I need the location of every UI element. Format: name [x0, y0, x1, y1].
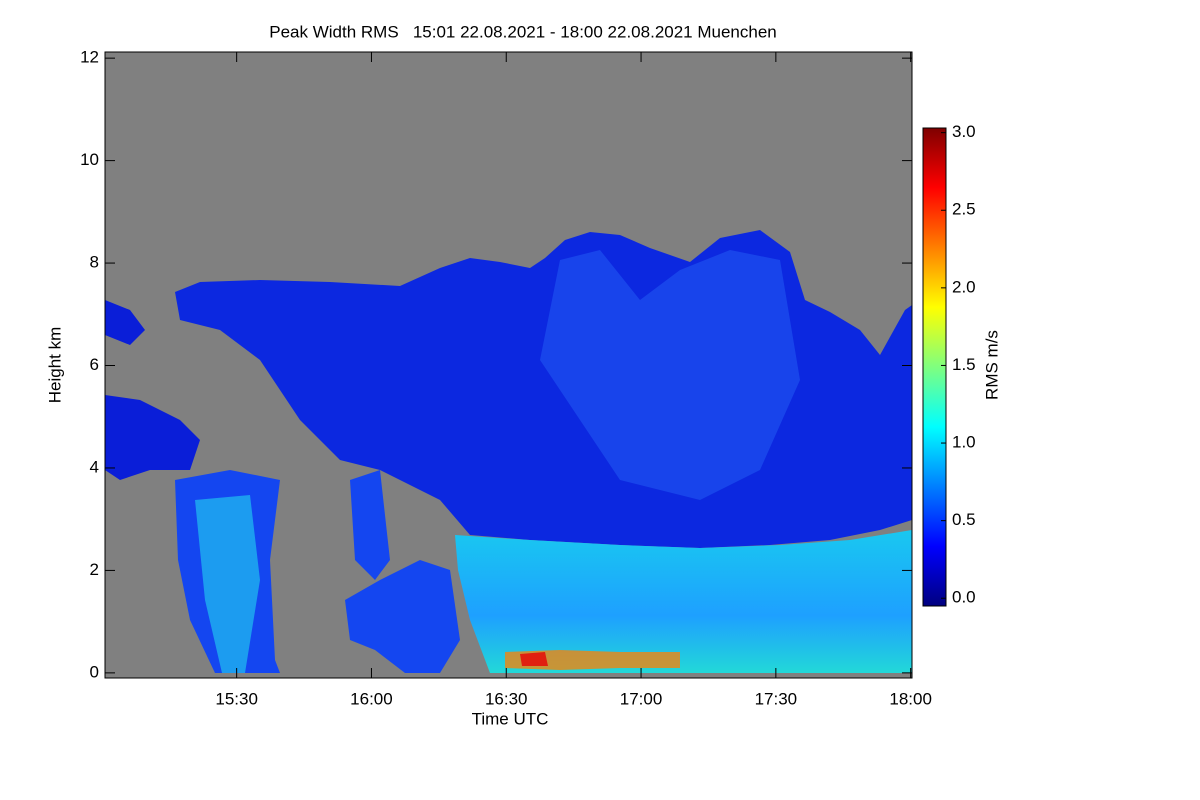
colorbar-tick-label: 0.5 [952, 510, 976, 529]
x-tick-label: 16:00 [350, 689, 393, 708]
radar-field [105, 230, 912, 673]
x-axis-label: Time UTC [472, 709, 549, 728]
y-tick-label: 12 [80, 48, 99, 67]
colorbar-tick-label: 3.0 [952, 122, 976, 141]
y-tick-label: 10 [80, 150, 99, 169]
x-tick-label: 17:30 [755, 689, 798, 708]
colorbar-tick-label: 1.5 [952, 355, 976, 374]
colorbar-tick-label: 0.0 [952, 588, 976, 607]
x-tick-label: 16:30 [485, 689, 528, 708]
colorbar-tick-label: 1.0 [952, 433, 976, 452]
colorbar-tick-label: 2.5 [952, 200, 976, 219]
y-tick-label: 2 [90, 560, 99, 579]
x-tick-label: 18:00 [889, 689, 932, 708]
colorbar-tick-label: 2.0 [952, 277, 976, 296]
colorbar-label: RMS m/s [982, 330, 1001, 400]
x-tick-label: 17:00 [620, 689, 663, 708]
y-tick-label: 8 [90, 253, 99, 272]
chart-title: Peak Width RMS 15:01 22.08.2021 - 18:00 … [269, 22, 777, 41]
plot-frame [104, 51, 913, 679]
x-tick-label: 15:30 [215, 689, 258, 708]
y-tick-label: 6 [90, 355, 99, 374]
y-axis-label: Height km [45, 327, 64, 404]
y-tick-label: 4 [90, 457, 99, 476]
y-tick-label: 0 [90, 662, 99, 681]
colorbar [922, 127, 947, 607]
